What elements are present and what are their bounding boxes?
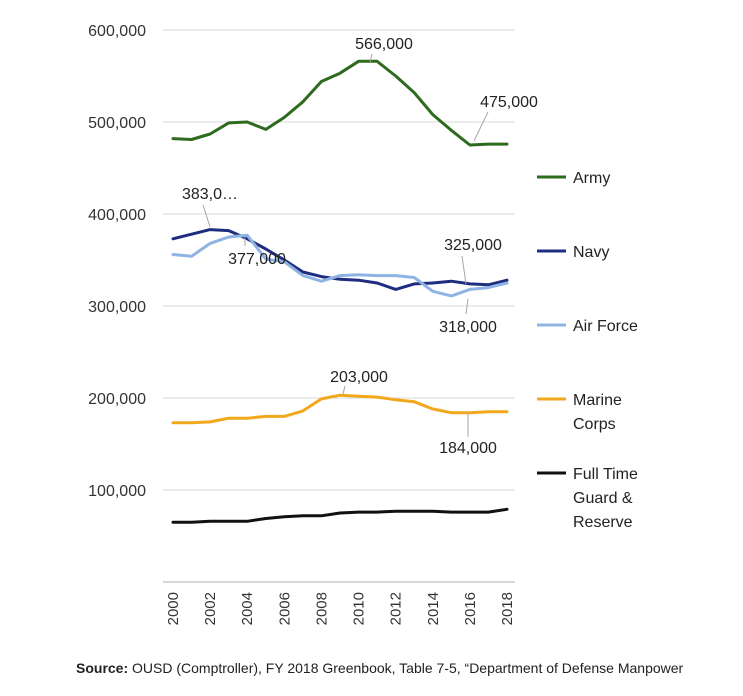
annotation-leader: [473, 111, 489, 142]
y-tick-label: 100,000: [88, 483, 146, 500]
series-line-army: [171, 59, 509, 147]
x-tick-label: 2018: [499, 592, 516, 625]
x-tick-label: 2004: [239, 592, 256, 625]
data-label: 318,000: [439, 319, 497, 336]
y-tick-label: 600,000: [88, 23, 146, 40]
annotation-leader: [342, 385, 346, 395]
x-tick-label: 2006: [276, 592, 293, 625]
legend-label-air-force: Air Force: [573, 318, 638, 335]
data-label: 383,0…: [182, 186, 238, 203]
data-label: 184,000: [439, 440, 497, 457]
source-label: Source:: [76, 660, 129, 676]
source-note: Source: OUSD (Comptroller), FY 2018 Gree…: [76, 660, 743, 676]
data-annotations: 566,000 475,000 383,0… 377,000 325,000 318,00…: [182, 36, 538, 457]
y-tick-label: 500,000: [88, 115, 146, 132]
x-axis-tick-labels: 2000 2002 2004 2006 2008 2010 2012 2014 2016 2018: [165, 592, 516, 625]
x-tick-label: 2014: [425, 592, 442, 625]
source-text: OUSD (Comptroller), FY 2018 Greenbook, T…: [128, 660, 684, 676]
legend-label-marine-corps: Corps: [573, 416, 616, 433]
legend-label-marine-corps: Marine: [573, 392, 622, 409]
data-label: 203,000: [330, 369, 388, 386]
x-tick-label: 2016: [462, 592, 479, 625]
x-tick-label: 2010: [351, 592, 368, 625]
y-tick-label: 400,000: [88, 207, 146, 224]
series-line-full-time-guard-reserve: [171, 507, 509, 524]
x-tick-label: 2008: [313, 592, 330, 625]
series-line-marine-corps: [171, 393, 509, 425]
series-line-navy: [171, 228, 509, 291]
legend-label-full-time-guard-reserve: Guard &: [573, 490, 633, 507]
annotation-leader: [461, 255, 467, 285]
data-label: 377,000: [228, 251, 286, 268]
legend-label-full-time-guard-reserve: Reserve: [573, 514, 633, 531]
y-tick-label: 200,000: [88, 391, 146, 408]
data-label: 566,000: [355, 36, 413, 53]
legend-label-navy: Navy: [573, 244, 609, 261]
annotation-leader: [369, 53, 373, 63]
data-label: 475,000: [480, 94, 538, 111]
legend: Army Navy Air Force Marine Corps Full Time Gua…: [537, 170, 638, 531]
x-tick-label: 2000: [165, 592, 182, 625]
data-label: 325,000: [444, 237, 502, 254]
legend-label-army: Army: [573, 170, 610, 187]
legend-label-full-time-guard-reserve: Full Time: [573, 466, 638, 483]
series-lines: [171, 59, 509, 524]
y-tick-label: 300,000: [88, 299, 146, 316]
annotation-leader: [202, 204, 211, 228]
gridlines: [163, 29, 515, 491]
annotation-leader: [465, 298, 469, 315]
line-chart: 100,000 200,000 300,000 400,000 500,000 600,0…: [88, 23, 638, 625]
series-line-air-force: [171, 233, 509, 298]
x-tick-label: 2002: [202, 592, 219, 625]
y-axis-tick-labels: 100,000 200,000 300,000 400,000 500,000 600,0…: [88, 23, 146, 500]
x-tick-label: 2012: [388, 592, 405, 625]
